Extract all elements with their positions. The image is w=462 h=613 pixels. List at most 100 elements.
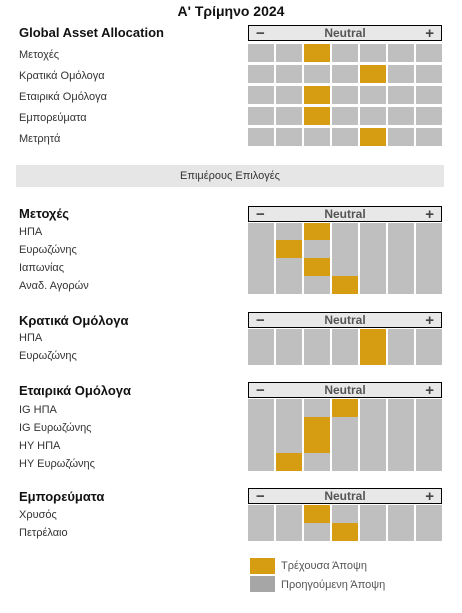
rating-cell [248,347,274,365]
rating-cell [304,276,330,294]
rating-cell [276,276,302,294]
rating-cell [276,347,302,365]
rating-cell [304,523,330,541]
neutral-label: Neutral [324,489,366,503]
rating-cell [276,505,302,523]
rating-cell [276,128,302,146]
rating-cell [388,223,414,241]
rating-cell [248,86,274,104]
rating-cell [416,276,442,294]
rating-cell [416,240,442,258]
rating-cell [360,240,386,258]
row-label: IG Ευρωζώνης [19,422,92,434]
rating-cell [332,347,358,365]
view-row [248,223,445,241]
rating-cell [276,417,302,435]
rating-cell [416,347,442,365]
row-label: Πετρέλαιο [19,527,68,539]
rating-cell [388,453,414,471]
rating-cell [276,44,302,62]
rating-cell [388,276,414,294]
rating-cell [304,329,330,347]
section-title: Κρατικά Ομόλογα [19,313,129,328]
current-view-cell [304,435,330,453]
rating-cell [388,523,414,541]
current-view-cell [360,65,386,83]
view-row [248,107,445,125]
row-label: Χρυσός [19,509,57,521]
rating-cell [416,399,442,417]
current-view-cell [360,329,386,347]
rating-cell [388,258,414,276]
scale-header: − Neutral + [248,312,442,328]
current-view-cell [304,86,330,104]
rating-cell [388,240,414,258]
neutral-label: Neutral [324,207,366,221]
plus-label: + [425,381,434,399]
view-row [248,435,445,453]
plus-label: + [425,205,434,223]
rating-cell [304,399,330,417]
neutral-label: Neutral [324,26,366,40]
view-row [248,276,445,294]
neutral-label: Neutral [324,313,366,327]
row-label: HY Ευρωζώνης [19,458,95,470]
plus-label: + [425,487,434,505]
view-row [248,399,445,417]
rating-cell [276,399,302,417]
rating-cell [248,453,274,471]
row-label: ΗΠΑ [19,332,43,344]
legend-label-previous: Προηγούμενη Άποψη [281,579,386,591]
scale-header: − Neutral + [248,25,442,41]
rating-cell [332,417,358,435]
rating-cell [276,258,302,276]
view-row [248,523,445,541]
row-label: Κρατικά Ομόλογα [19,70,105,82]
rating-cell [360,223,386,241]
legend-swatch-current [250,558,275,574]
rating-cell [332,128,358,146]
rating-cell [248,128,274,146]
rating-cell [388,347,414,365]
rating-cell [416,435,442,453]
rating-cell [248,417,274,435]
view-row [248,453,445,471]
rating-cell [388,435,414,453]
rating-cell [416,453,442,471]
rating-cell [276,107,302,125]
view-row [248,258,445,276]
view-row [248,128,445,146]
rating-cell [332,65,358,83]
rating-cell [360,505,386,523]
rating-cell [304,453,330,471]
row-label: IG ΗΠΑ [19,404,57,416]
row-label: Αναδ. Αγορών [19,280,89,292]
rating-cell [416,223,442,241]
rating-cell [416,417,442,435]
rating-cell [332,223,358,241]
rating-cell [248,44,274,62]
rating-cell [332,240,358,258]
rating-cell [248,399,274,417]
minus-label: − [256,381,265,399]
row-label: Ευρωζώνης [19,350,77,362]
scale-header: − Neutral + [248,382,442,398]
rating-cell [388,505,414,523]
rating-cell [388,44,414,62]
rating-cell [388,86,414,104]
current-view-cell [360,347,386,365]
rating-cell [360,276,386,294]
rating-cell [332,86,358,104]
rating-cell [360,86,386,104]
rating-cell [248,505,274,523]
plus-label: + [425,311,434,329]
rating-cell [360,44,386,62]
section-separator: Επιμέρους Επιλογές [16,165,444,187]
rating-cell [332,107,358,125]
rating-cell [360,435,386,453]
rating-cell [276,435,302,453]
rating-cell [248,240,274,258]
rating-cell [276,65,302,83]
row-label: HY ΗΠΑ [19,440,61,452]
rating-cell [248,258,274,276]
